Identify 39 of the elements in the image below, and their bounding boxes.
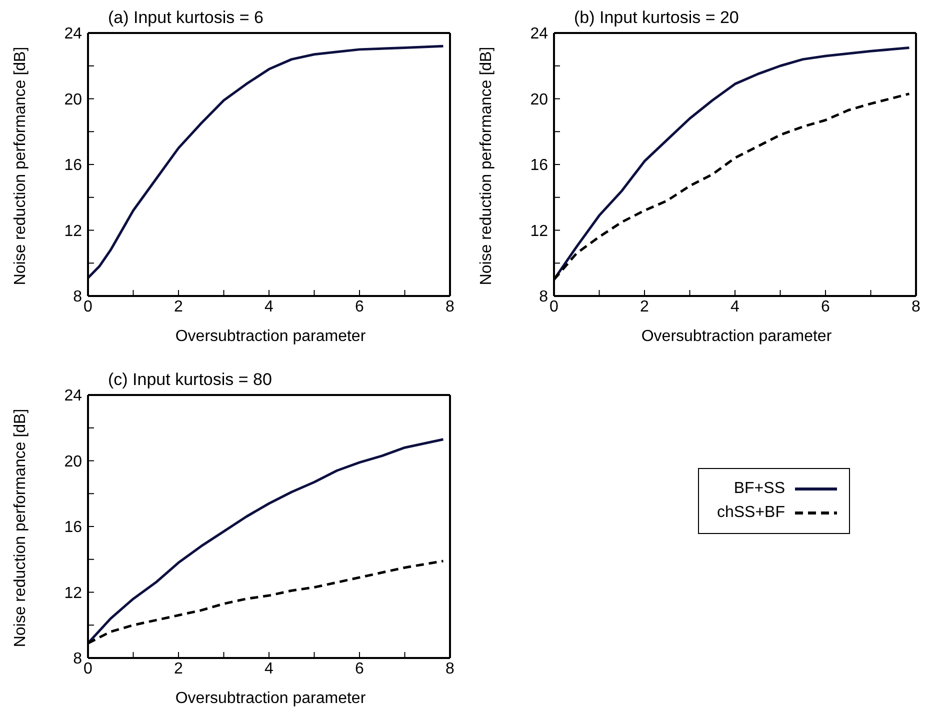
x-tick-label: 6 — [821, 298, 830, 316]
y-tick-label: 24 — [64, 26, 82, 43]
y-axis-title: Noise reduction performance [dB] — [478, 46, 496, 285]
chart-title: (c) Input kurtosis = 80 — [108, 370, 272, 390]
y-tick-label: 12 — [64, 584, 82, 602]
line-series — [88, 44, 444, 280]
chart-title: (b) Input kurtosis = 20 — [574, 8, 739, 28]
x-tick-label: 2 — [640, 298, 650, 316]
y-tick-label: 12 — [64, 222, 82, 240]
x-axis-title: Oversubtraction parameter — [174, 690, 367, 708]
y-tick-label: 24 — [530, 26, 548, 43]
x-tick-label: 8 — [446, 660, 455, 678]
y-axis-title: Noise reduction performance [dB] — [12, 46, 30, 285]
y-tick-label: 16 — [64, 519, 82, 536]
x-tick-label: 6 — [355, 660, 364, 678]
chart-title: (a) Input kurtosis = 6 — [108, 8, 264, 28]
x-tick-label: 4 — [264, 298, 274, 316]
x-tick-label: 8 — [446, 298, 455, 316]
y-tick-label: 12 — [530, 222, 548, 240]
y-tick-label: 20 — [530, 91, 548, 108]
x-tick-label: 0 — [84, 298, 93, 316]
x-tick-label: 2 — [174, 660, 184, 678]
x-tick-label: 0 — [84, 660, 93, 678]
x-tick-label: 8 — [912, 298, 921, 316]
y-tick-label: 16 — [64, 157, 82, 174]
legend-label: BF+SS — [734, 480, 785, 498]
x-tick-label: 4 — [730, 298, 740, 316]
x-tick-label: 4 — [264, 660, 274, 678]
y-tick-label: 24 — [64, 388, 82, 405]
y-tick-label: 20 — [64, 453, 82, 470]
x-tick-label: 6 — [355, 298, 364, 316]
legend-label: chSS+BF — [716, 504, 785, 522]
x-tick-label: 2 — [174, 298, 184, 316]
x-axis-title: Oversubtraction parameter — [174, 328, 367, 346]
y-axis-title: Noise reduction performance [dB] — [12, 408, 30, 647]
y-tick-label: 20 — [64, 91, 82, 108]
y-tick-label: 16 — [530, 157, 548, 174]
x-tick-label: 0 — [550, 298, 559, 316]
x-axis-title: Oversubtraction parameter — [640, 328, 833, 346]
